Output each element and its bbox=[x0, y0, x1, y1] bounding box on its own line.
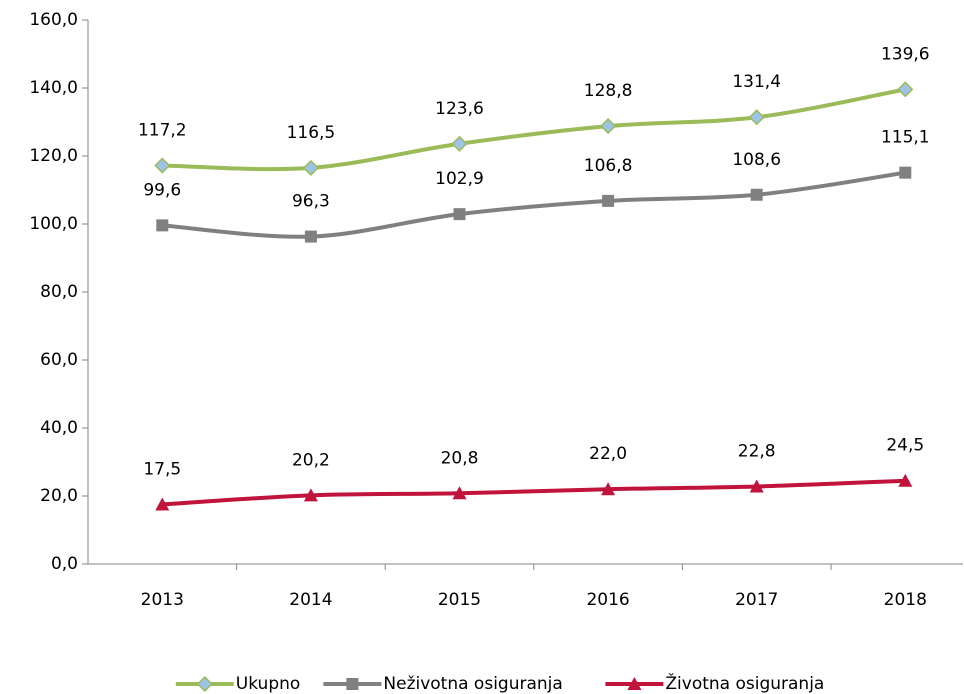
data-point bbox=[897, 81, 914, 98]
data-point bbox=[899, 166, 912, 179]
legend-marker bbox=[346, 678, 359, 690]
y-tick-label: 80,0 bbox=[40, 282, 78, 302]
data-label: 115,1 bbox=[881, 128, 930, 148]
data-label: 96,3 bbox=[292, 192, 330, 212]
y-tick-label: 0,0 bbox=[51, 554, 78, 574]
data-point bbox=[600, 118, 617, 135]
series-line bbox=[162, 87, 906, 172]
data-point bbox=[303, 488, 318, 502]
data-point bbox=[749, 479, 764, 493]
data-point bbox=[451, 135, 468, 152]
series-line bbox=[162, 170, 906, 239]
data-label: 102,9 bbox=[435, 169, 484, 189]
data-point bbox=[155, 497, 170, 511]
series-line bbox=[162, 478, 906, 507]
data-label: 20,8 bbox=[441, 448, 479, 468]
data-point bbox=[453, 208, 466, 221]
data-label: 128,8 bbox=[584, 81, 633, 101]
data-label: 24,5 bbox=[886, 436, 924, 456]
x-tick-label: 2017 bbox=[735, 590, 778, 610]
y-tick-label: 100,0 bbox=[29, 214, 78, 234]
data-label: 131,4 bbox=[732, 72, 781, 92]
data-point bbox=[748, 109, 765, 126]
legend-marker bbox=[196, 675, 213, 693]
y-tick-label: 160,0 bbox=[29, 10, 78, 30]
data-point bbox=[154, 157, 171, 174]
data-label: 117,2 bbox=[138, 121, 187, 141]
data-point bbox=[452, 486, 467, 500]
y-tick-label: 20,0 bbox=[40, 486, 78, 506]
data-point bbox=[304, 230, 317, 243]
legend-marker bbox=[627, 677, 642, 690]
y-tick-label: 120,0 bbox=[29, 146, 78, 166]
data-point bbox=[602, 194, 615, 207]
data-label: 123,6 bbox=[435, 99, 484, 119]
legend-label: Životna osiguranja bbox=[665, 672, 824, 694]
legend-label: Ukupno bbox=[236, 674, 301, 694]
data-label: 17,5 bbox=[143, 460, 181, 480]
x-tick-label: 2016 bbox=[586, 590, 629, 610]
data-point bbox=[601, 482, 616, 496]
y-tick-label: 60,0 bbox=[40, 350, 78, 370]
y-tick-label: 140,0 bbox=[29, 78, 78, 98]
data-point bbox=[898, 473, 913, 487]
x-tick-label: 2018 bbox=[884, 590, 927, 610]
data-label: 22,0 bbox=[589, 444, 627, 464]
data-label: 139,6 bbox=[881, 44, 930, 64]
data-point bbox=[302, 159, 319, 176]
data-label: 22,8 bbox=[738, 441, 776, 461]
data-label: 116,5 bbox=[287, 123, 336, 143]
data-point bbox=[750, 188, 763, 201]
data-label: 106,8 bbox=[584, 156, 633, 176]
data-point bbox=[156, 219, 169, 232]
x-tick-label: 2014 bbox=[289, 590, 332, 610]
x-tick-label: 2015 bbox=[438, 590, 481, 610]
y-tick-label: 40,0 bbox=[40, 418, 78, 438]
data-label: 99,6 bbox=[143, 180, 181, 200]
data-label: 108,6 bbox=[732, 150, 781, 170]
x-tick-label: 2013 bbox=[141, 590, 184, 610]
data-label: 20,2 bbox=[292, 450, 330, 470]
legend-label: Neživotna osiguranja bbox=[383, 674, 562, 694]
